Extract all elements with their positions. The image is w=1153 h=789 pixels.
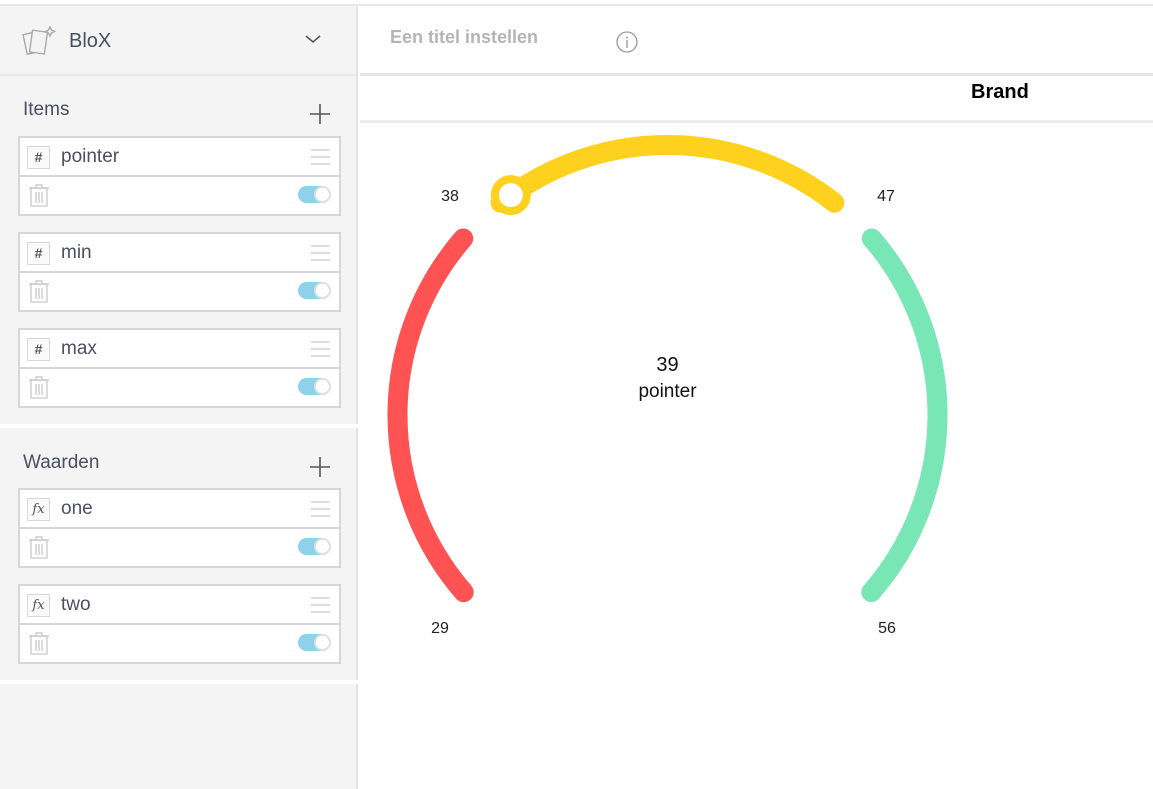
enable-toggle[interactable]	[298, 634, 331, 651]
section-divider	[0, 680, 358, 684]
drag-handle-icon[interactable]	[311, 149, 330, 170]
list-item[interactable]: fx two	[18, 584, 341, 664]
item-name[interactable]: min	[61, 242, 92, 263]
gauge-chart: 29 38 47 56 39 pointer	[387, 135, 948, 637]
enable-toggle[interactable]	[298, 282, 331, 299]
tick-label: 29	[431, 620, 449, 637]
chevron-down-icon[interactable]	[304, 34, 322, 44]
gauge-band	[387, 228, 474, 603]
gauge-label: pointer	[638, 381, 697, 402]
add-icon[interactable]	[309, 456, 331, 478]
hash-icon: #	[27, 146, 50, 169]
item-name[interactable]: two	[61, 594, 91, 615]
drag-handle-icon[interactable]	[311, 245, 330, 266]
list-item[interactable]: # max	[18, 328, 341, 408]
drag-handle-icon[interactable]	[311, 597, 330, 618]
function-icon: fx	[27, 498, 50, 521]
drag-handle-icon[interactable]	[311, 341, 330, 362]
enable-toggle[interactable]	[298, 186, 331, 203]
cards-sparkle-icon	[22, 25, 56, 56]
pointer-handle-center	[498, 183, 523, 208]
trash-icon[interactable]	[28, 375, 50, 399]
gauge-value: 39	[656, 354, 678, 376]
item-name[interactable]: one	[61, 498, 93, 519]
list-item[interactable]: # min	[18, 232, 341, 312]
section-divider	[0, 424, 358, 428]
tick-label: 56	[878, 620, 896, 637]
section-title: Waarden	[23, 452, 100, 473]
section-title: Items	[23, 99, 70, 120]
chart-title-input[interactable]: Een titel instellen	[390, 27, 539, 47]
function-icon: fx	[27, 594, 50, 617]
tick-label: 38	[441, 188, 459, 205]
item-name[interactable]: max	[61, 338, 97, 359]
main-header: Een titel instellen	[360, 6, 1153, 76]
drag-handle-icon[interactable]	[311, 501, 330, 522]
sidebar: BloX Items # pointer # min	[0, 0, 358, 789]
trash-icon[interactable]	[28, 631, 50, 655]
add-icon[interactable]	[309, 103, 331, 125]
item-name[interactable]: pointer	[61, 146, 120, 167]
trash-icon[interactable]	[28, 183, 50, 207]
trash-icon[interactable]	[28, 535, 50, 559]
enable-toggle[interactable]	[298, 378, 331, 395]
list-item[interactable]: fx one	[18, 488, 341, 568]
trash-icon[interactable]	[28, 279, 50, 303]
app-name: BloX	[69, 30, 112, 52]
top-border	[0, 0, 1153, 6]
gauge-band	[861, 228, 948, 603]
app-selector[interactable]: BloX	[0, 6, 356, 76]
info-icon[interactable]	[616, 31, 638, 53]
list-item[interactable]: # pointer	[18, 136, 341, 216]
gauge-title: Brand	[971, 81, 1029, 103]
legend-bar: Brand	[360, 79, 1153, 123]
hash-icon: #	[27, 242, 50, 265]
gauge-band	[490, 135, 845, 213]
tick-label: 47	[877, 188, 895, 205]
hash-icon: #	[27, 338, 50, 361]
enable-toggle[interactable]	[298, 538, 331, 555]
